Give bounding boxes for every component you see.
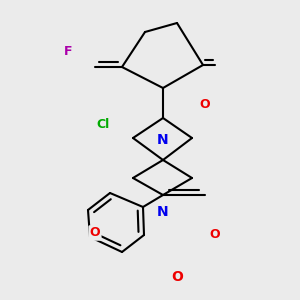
Text: N: N [157, 205, 169, 219]
Text: N: N [157, 133, 169, 147]
Text: O: O [171, 270, 183, 284]
Text: O: O [210, 229, 220, 242]
Text: F: F [64, 46, 72, 59]
Text: O: O [200, 98, 210, 112]
Text: O: O [90, 226, 100, 239]
Text: Cl: Cl [96, 118, 110, 131]
